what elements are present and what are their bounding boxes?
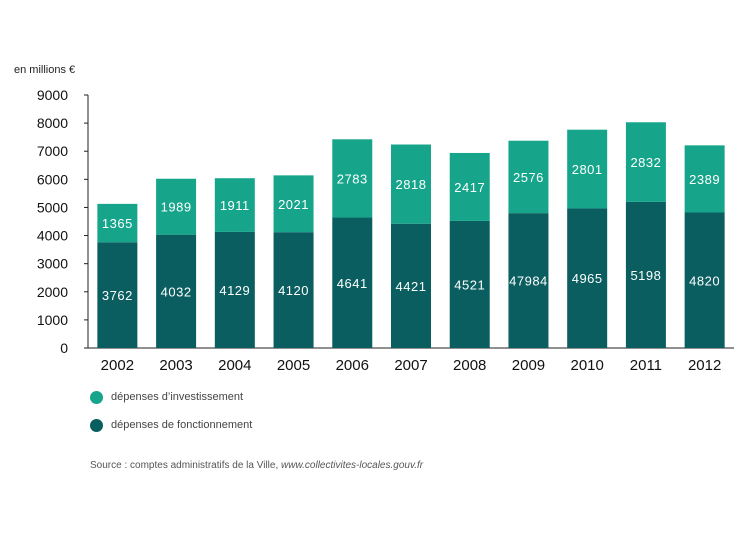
unit-label: en millions € (14, 64, 76, 76)
bar-investissement (97, 203, 138, 243)
x-tick-label: 2009 (512, 357, 545, 374)
data-label-fonctionnement: 4820 (689, 273, 720, 288)
legend-label-investissement: dépenses d’investissement (111, 391, 244, 403)
x-tick-label: 2007 (394, 357, 427, 374)
legend-label-fonctionnement: dépenses de fonctionnement (111, 419, 253, 431)
data-label-fonctionnement: 4129 (219, 283, 250, 298)
bar-investissement (273, 175, 314, 233)
bar-fonctionnement (332, 217, 373, 348)
bar-fonctionnement (391, 223, 431, 348)
y-tick-label: 9000 (37, 87, 68, 103)
bar-fonctionnement (684, 212, 725, 348)
source-note: Source : comptes administratifs de la Vi… (90, 460, 423, 471)
source-link[interactable]: www.collectivites-locales.gouv.fr (281, 460, 424, 471)
data-label-investissement: 2783 (337, 171, 368, 186)
x-tick-label: 2010 (570, 357, 603, 374)
data-label-investissement: 2801 (572, 162, 603, 177)
data-label-investissement: 1989 (161, 200, 192, 215)
bar-investissement (684, 145, 725, 213)
bar-investissement (449, 152, 490, 221)
legend-item-fonctionnement: dépenses de fonctionnement (90, 416, 252, 434)
bar-fonctionnement (97, 242, 138, 348)
data-label-investissement: 1911 (220, 198, 250, 213)
bar-fonctionnement (449, 220, 490, 348)
y-tick-label: 7000 (37, 143, 68, 159)
data-label-fonctionnement: 4641 (337, 276, 368, 291)
data-label-fonctionnement: 4120 (278, 283, 309, 298)
y-tick-label: 2000 (37, 284, 68, 300)
bar-investissement (332, 139, 373, 218)
data-label-fonctionnement: 4521 (454, 277, 485, 292)
x-tick-label: 2004 (218, 357, 251, 374)
y-tick-label: 6000 (37, 171, 68, 187)
bar-fonctionnement (273, 232, 314, 348)
data-label-investissement: 2832 (630, 155, 661, 170)
data-label-fonctionnement: 47984 (509, 274, 548, 289)
source-prefix: Source : comptes administratifs de la Vi… (90, 460, 282, 471)
y-tick-label: 0 (60, 340, 68, 356)
x-tick-label: 2005 (277, 357, 310, 374)
bar-fonctionnement (156, 234, 197, 348)
x-tick-label: 2012 (688, 357, 721, 374)
bar-fonctionnement (625, 201, 666, 348)
x-tick-label: 2011 (630, 357, 662, 374)
bar-investissement (214, 178, 255, 232)
data-label-fonctionnement: 4421 (396, 279, 427, 294)
data-label-investissement: 2021 (278, 197, 309, 212)
legend-item-investissement: dépenses d’investissement (90, 388, 252, 406)
y-tick-label: 4000 (37, 228, 68, 244)
data-label-investissement: 2417 (454, 180, 485, 195)
bar-fonctionnement (508, 213, 549, 348)
bar-investissement (391, 144, 431, 224)
y-tick-label: 1000 (37, 312, 68, 328)
x-tick-label: 2003 (159, 357, 192, 374)
data-label-investissement: 1365 (102, 216, 133, 231)
x-tick-label: 2008 (453, 357, 486, 374)
legend-swatch-fonctionnement-icon (90, 418, 103, 432)
y-tick-label: 3000 (37, 256, 68, 272)
data-label-investissement: 2818 (396, 177, 427, 192)
y-tick-label: 5000 (37, 199, 68, 215)
bar-investissement (156, 178, 197, 235)
bar-fonctionnement (214, 231, 255, 348)
bar-investissement (567, 129, 608, 209)
data-label-fonctionnement: 3762 (102, 288, 133, 303)
legend: dépenses d’investissement dépenses de fo… (90, 388, 252, 444)
data-label-fonctionnement: 4965 (572, 271, 603, 286)
data-label-investissement: 2389 (689, 172, 720, 187)
bar-chart: 0 1000 2000 3000 4000 5000 6000 7000 8000 9000 376… (37, 87, 734, 374)
data-label-investissement: 2576 (513, 170, 544, 185)
data-label-fonctionnement: 5198 (630, 268, 661, 283)
bar-investissement (508, 140, 549, 214)
y-tick-label: 8000 (37, 115, 68, 131)
x-tick-label: 2006 (336, 357, 369, 374)
data-label-fonctionnement: 4032 (161, 284, 192, 299)
x-tick-label: 2002 (101, 357, 134, 374)
legend-swatch-investissement-icon (90, 390, 103, 404)
bar-investissement (625, 122, 666, 202)
bar-fonctionnement (567, 208, 608, 348)
